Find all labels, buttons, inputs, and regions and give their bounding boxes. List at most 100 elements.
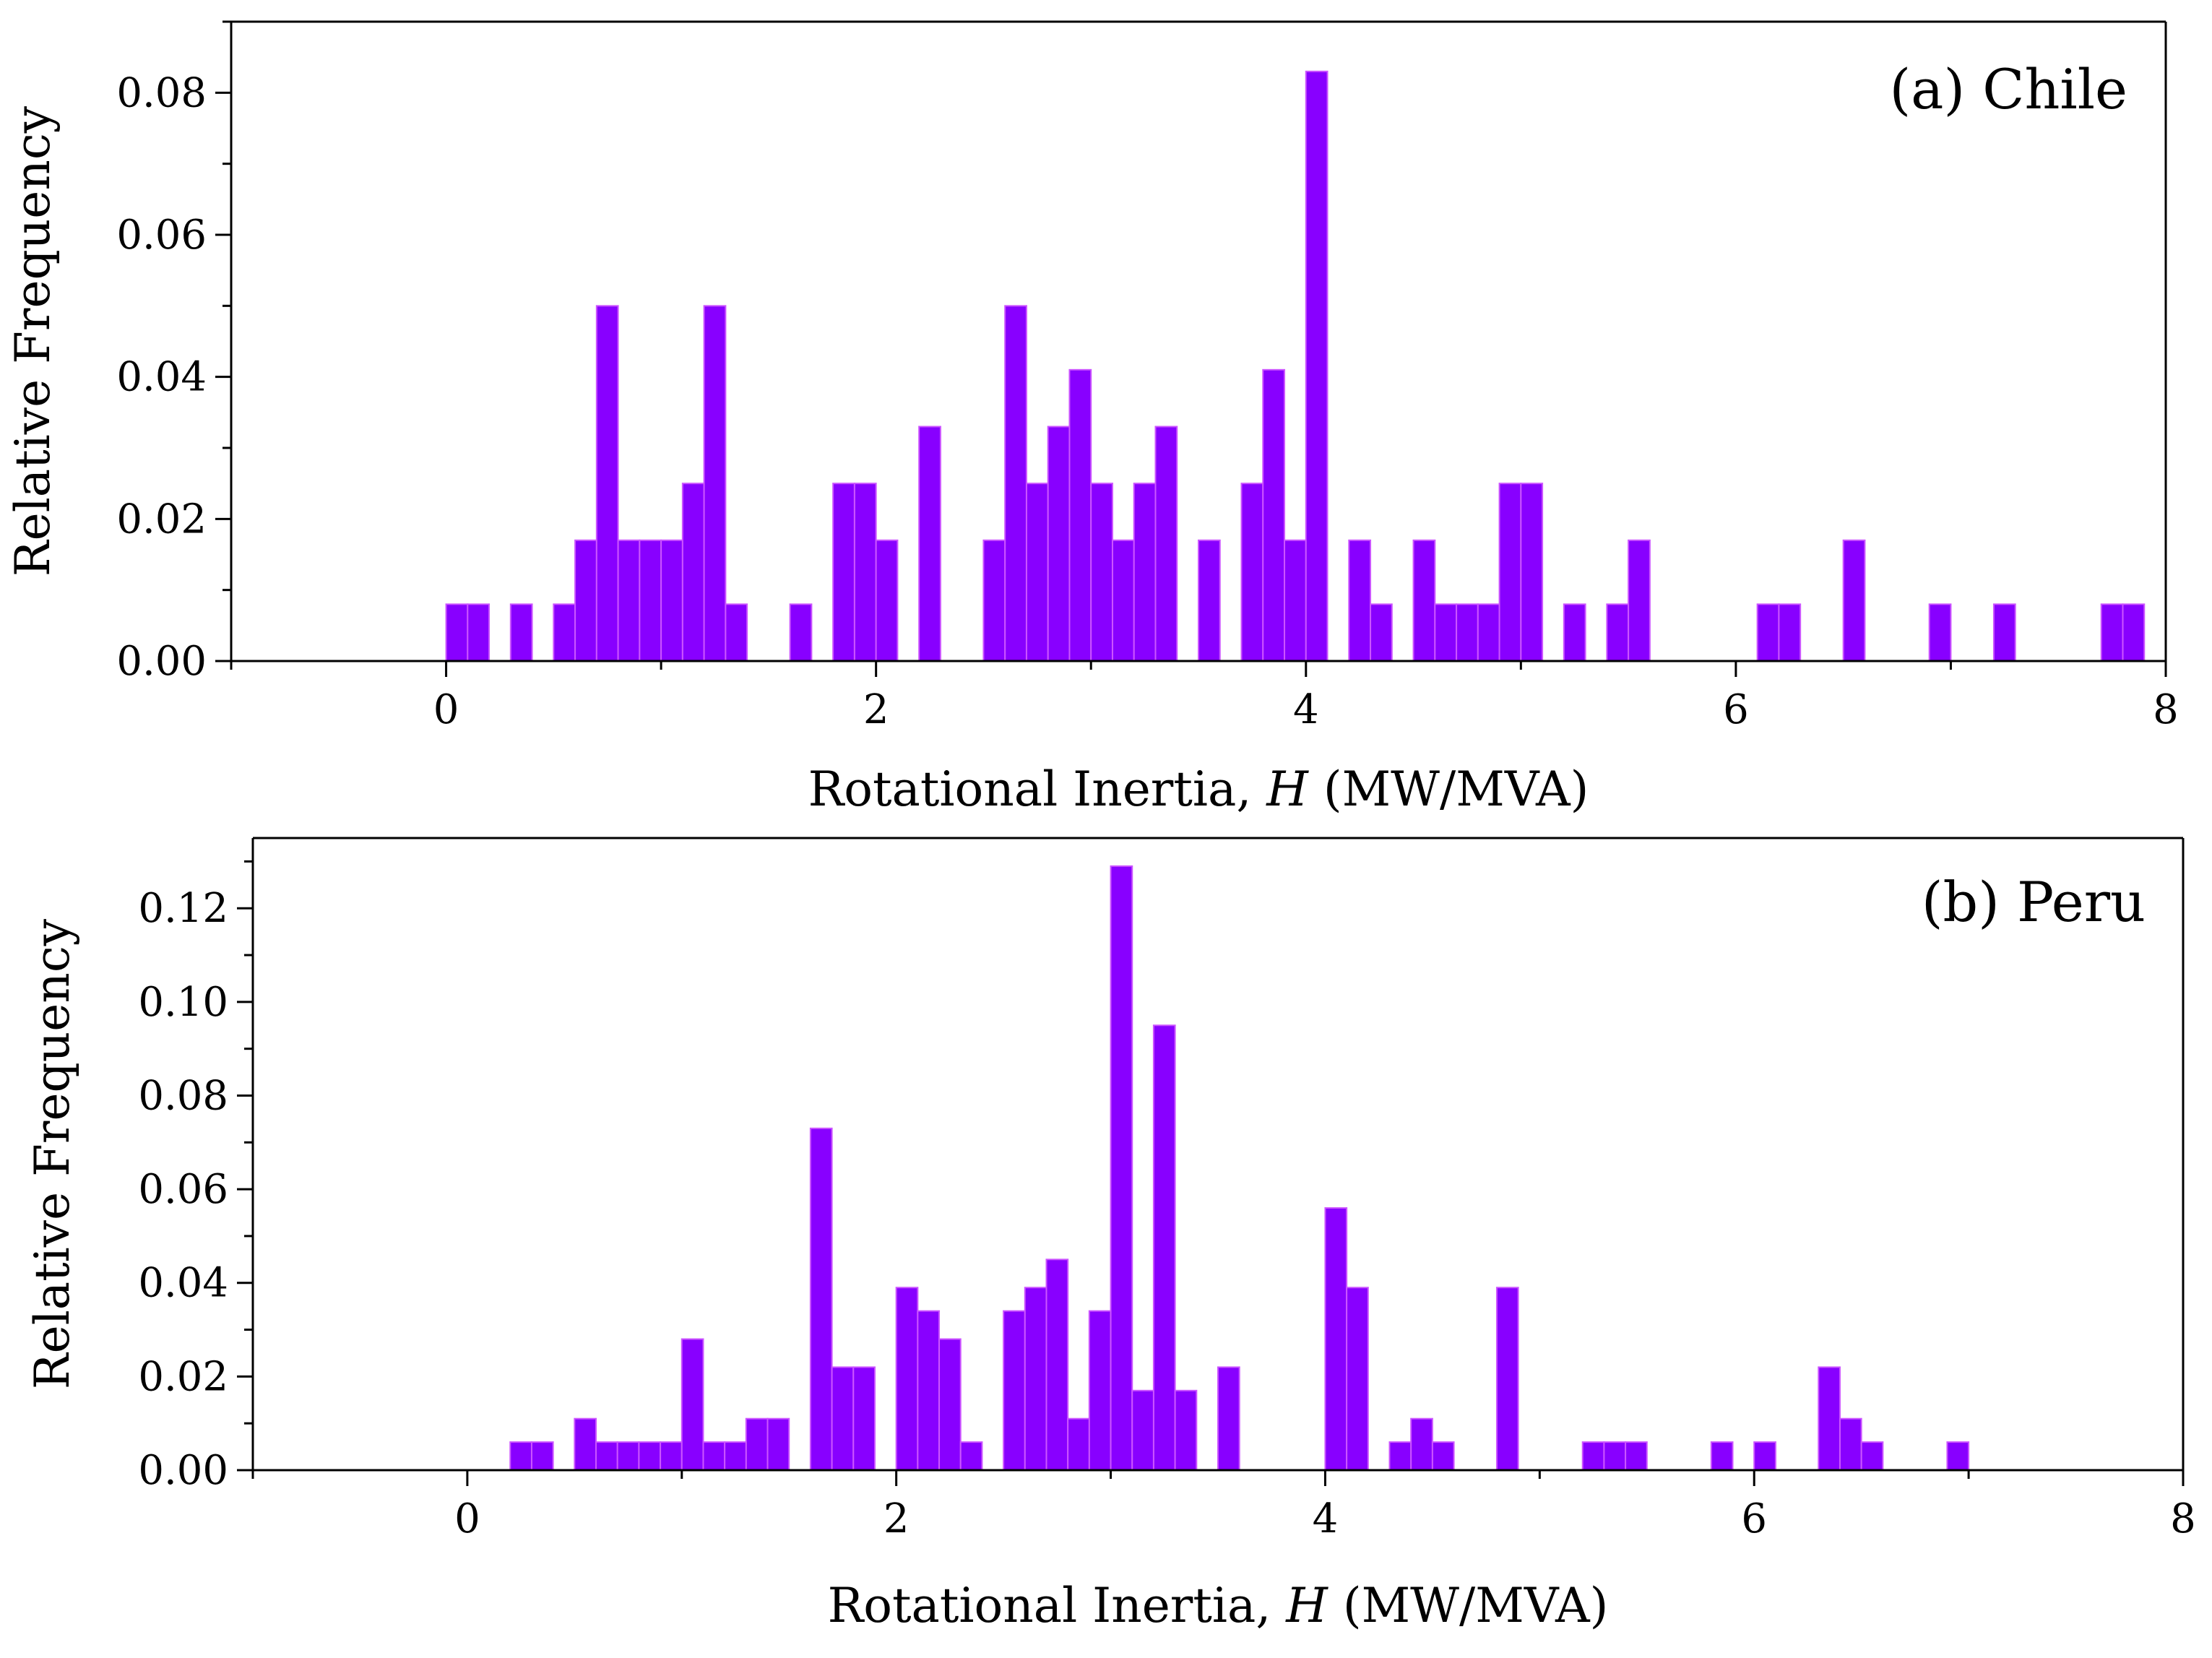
peru-bar [702,1441,726,1471]
chile-bar [1198,539,1221,662]
chile-bar [2100,603,2124,662]
peru-bar [831,1366,855,1471]
peru-bar [1088,1310,1112,1472]
chile-bar [1068,368,1092,662]
peru-bar [1581,1441,1605,1471]
peru-bar [1388,1441,1412,1471]
peru-y-tick-label: 0.08 [138,1072,228,1119]
chile-x-tick-label: 4 [1293,686,1319,733]
chile-bar [2122,603,2146,662]
chile-bar [617,539,641,662]
chile-bar [574,539,597,662]
peru-y-tick-label: 0.04 [138,1260,228,1307]
chile-bar [467,603,491,662]
chile-bar [832,483,855,662]
peru-bar [1174,1389,1198,1472]
peru-bar [959,1441,983,1471]
peru-bar [1067,1417,1090,1472]
chile-y-tick-label: 0.00 [116,638,207,685]
peru-histogram-panel: 0 2 4 6 8 0.00 0.02 0.04 0.06 0.08 0.10 0.12 Rotatio… [25,837,2196,1633]
peru-bar [1110,865,1133,1471]
peru-panel-annotation: (b) Peru [1922,870,2146,934]
chile-x-axis-label-part: H [1266,761,1309,817]
peru-bar [574,1417,597,1472]
chile-bar [1628,539,1651,662]
peru-bar [660,1441,683,1471]
chile-bar [1047,426,1071,662]
chile-x-tick-label: 6 [1723,686,1749,733]
peru-x-tick-label: 2 [883,1495,910,1542]
chile-bar [1520,483,1544,662]
chile-bar [1434,603,1458,662]
chile-y-axis-label: Relative Frequency [5,105,61,577]
peru-y-tick-label: 0.10 [138,979,228,1026]
peru-bar [1946,1441,1970,1471]
peru-bar [616,1441,640,1471]
peru-bar [1152,1024,1176,1471]
chile-bar [595,305,619,662]
peru-bar [852,1366,876,1471]
peru-bar [1603,1441,1627,1471]
peru-bar [895,1287,919,1471]
chile-bar [982,539,1006,662]
peru-bar [1003,1310,1026,1472]
peru-bar [1495,1287,1519,1471]
chile-bar [1456,603,1479,662]
peru-bar [1818,1366,1841,1471]
peru-y-axis-label: Relative Frequency [25,918,80,1389]
chile-bar [1928,603,1952,662]
chile-bar [1778,603,1802,662]
chile-bar [1606,603,1630,662]
chile-bar [553,603,576,662]
chile-bar [1370,603,1393,662]
peru-x-tick-label: 6 [1741,1495,1767,1542]
chile-bar [789,603,813,662]
chile-x-axis-label: Rotational Inertia, H (MW/MVA) [808,761,1589,817]
peru-bar [766,1417,790,1472]
peru-bar [745,1417,769,1472]
peru-bar [1625,1441,1648,1471]
peru-bar [1131,1389,1154,1472]
chile-y-tick-label: 0.02 [116,496,207,543]
peru-bar [1753,1441,1776,1471]
peru-x-axis-label: Rotational Inertia, H (MW/MVA) [828,1578,1609,1633]
peru-bar [1346,1287,1369,1471]
chile-bar [509,603,533,662]
chile-bar [1842,539,1866,662]
chile-bar [1992,603,2016,662]
chile-bar [1756,603,1780,662]
peru-bar [1860,1441,1884,1471]
chile-y-tick-label: 0.04 [116,354,207,401]
peru-bar [509,1441,532,1471]
peru-bar [1324,1207,1348,1471]
peru-x-axis-label-part: Rotational Inertia, [828,1578,1287,1633]
chile-bar [681,483,705,662]
chile-bar [725,603,748,662]
peru-bar [530,1441,554,1471]
peru-bar [1217,1366,1240,1471]
chile-bar [1284,539,1307,662]
peru-bar [917,1310,941,1472]
chile-bar [1004,305,1027,662]
peru-bar [724,1441,747,1471]
peru-y-tick-label: 0.02 [138,1353,228,1400]
chile-bar [1025,483,1049,662]
chile-bar [1240,483,1264,662]
chile-bar [660,539,683,662]
chile-bar [639,539,662,662]
chile-bar [1262,368,1286,662]
peru-bar [938,1338,962,1472]
peru-x-tick-label: 0 [454,1495,480,1542]
peru-x-axis-label-part: H [1285,1578,1329,1633]
peru-x-axis-label-part: (MW/MVA) [1328,1578,1609,1633]
chile-x-tick-label: 0 [433,686,459,733]
chile-bar [1498,483,1522,662]
peru-bar [1431,1441,1455,1471]
chile-histogram-panel: 0 2 4 6 8 0.00 0.02 0.04 0.06 0.08 Rotational Iner… [5,20,2179,817]
chile-x-axis-label-part: Rotational Inertia, [808,761,1267,817]
peru-x-tick-label: 8 [2170,1495,2196,1542]
chile-bar [1154,426,1178,662]
chile-bar [875,539,899,662]
chile-bar [1348,539,1372,662]
